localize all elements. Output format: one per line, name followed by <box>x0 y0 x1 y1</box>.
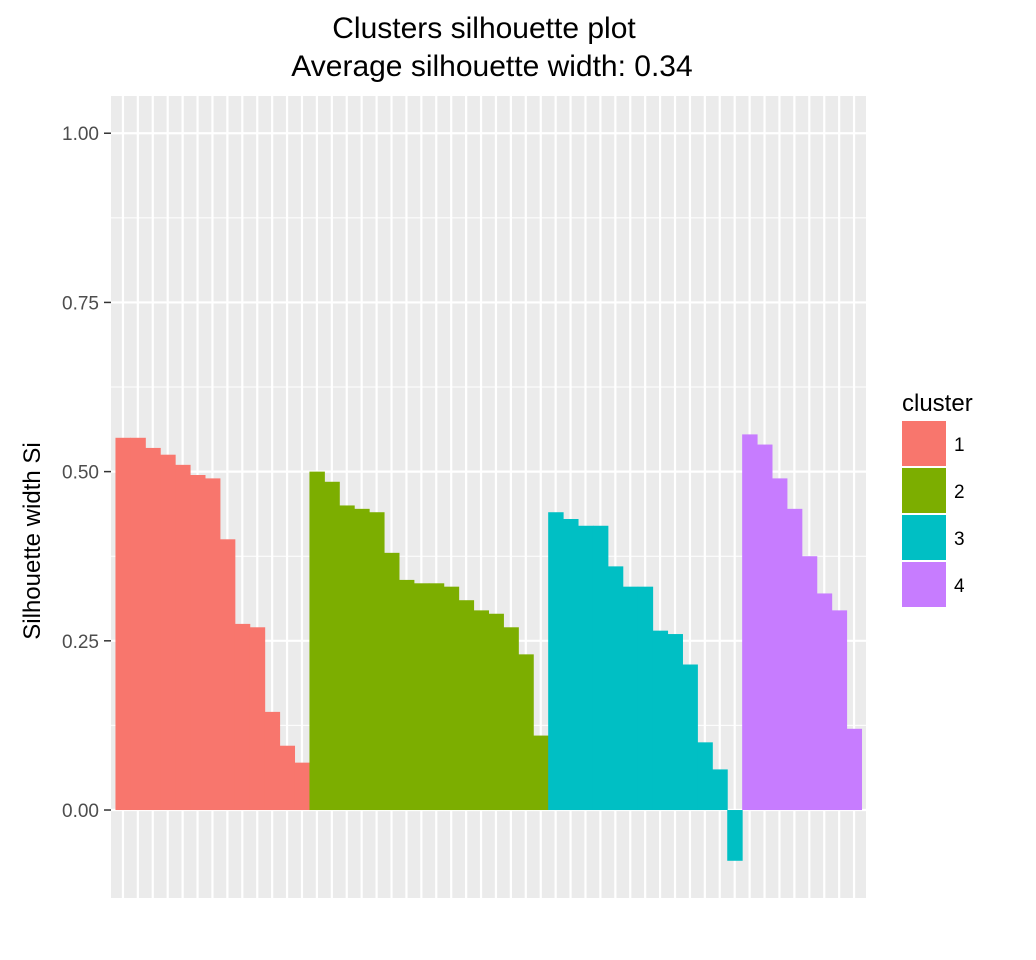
silhouette-bar <box>712 769 728 811</box>
y-axis-title: Silhouette width Si <box>19 442 46 639</box>
silhouette-bar <box>279 745 296 811</box>
silhouette-bar <box>742 434 758 811</box>
silhouette-bar <box>533 735 549 811</box>
y-tick-label: 0.50 <box>62 463 99 484</box>
y-tick-label: 0.75 <box>62 293 99 314</box>
silhouette-bar <box>145 447 161 811</box>
silhouette-bar <box>607 566 624 811</box>
silhouette-bar <box>503 627 519 811</box>
silhouette-bar <box>697 742 713 811</box>
silhouette-bar <box>294 762 310 811</box>
legend-label: 4 <box>954 576 965 597</box>
silhouette-bar <box>816 593 833 811</box>
legend-swatch <box>902 421 946 466</box>
legend-swatch <box>902 562 946 607</box>
y-tick-label: 0.25 <box>62 632 99 653</box>
chart-title: Clusters silhouette plot <box>332 12 636 45</box>
legend: cluster 1 2 3 4 <box>902 390 973 607</box>
y-tick-label: 0.00 <box>62 801 99 822</box>
silhouette-bar <box>324 481 340 811</box>
silhouette-bar <box>563 518 579 811</box>
chart-subtitle: Average silhouette width: 0.34 <box>291 50 692 83</box>
silhouette-bar <box>786 508 803 811</box>
silhouette-bar <box>548 512 564 811</box>
silhouette-bar <box>160 454 176 811</box>
silhouette-bar <box>831 610 848 811</box>
silhouette-bar <box>219 539 236 811</box>
legend-swatch <box>902 468 946 513</box>
silhouette-bar <box>488 613 504 811</box>
silhouette-bar <box>354 508 370 811</box>
silhouette-bar <box>249 627 266 811</box>
silhouette-bar <box>264 711 281 811</box>
silhouette-bar <box>309 471 325 811</box>
legend-label: 3 <box>954 529 965 550</box>
silhouette-bar <box>637 586 654 811</box>
silhouette-bar <box>428 583 445 811</box>
silhouette-bar <box>622 586 639 811</box>
y-tick-label: 1.00 <box>62 124 99 145</box>
silhouette-bar <box>458 600 475 811</box>
legend-swatch <box>902 515 946 560</box>
silhouette-bar <box>578 525 594 811</box>
silhouette-bar <box>757 444 773 811</box>
silhouette-bar <box>130 437 146 811</box>
silhouette-bar <box>682 664 698 811</box>
silhouette-bar <box>205 478 221 811</box>
silhouette-bar <box>592 525 609 811</box>
silhouette-bar <box>518 654 534 811</box>
silhouette-bar <box>190 475 206 811</box>
silhouette-bar <box>413 583 430 811</box>
silhouette-bar <box>384 552 400 811</box>
silhouette-bar <box>771 478 788 811</box>
silhouette-bar <box>727 810 743 861</box>
legend-label: 1 <box>954 435 965 456</box>
silhouette-bar <box>443 586 460 811</box>
silhouette-bar <box>398 579 415 811</box>
silhouette-bar <box>801 556 818 811</box>
silhouette-bar <box>369 512 385 811</box>
legend-label: 2 <box>954 482 965 503</box>
silhouette-bar <box>652 630 669 811</box>
silhouette-bar <box>473 610 489 811</box>
bars <box>115 434 863 861</box>
legend-title: cluster <box>902 390 973 417</box>
silhouette-bar <box>115 437 131 811</box>
silhouette-bar <box>339 505 355 811</box>
silhouette-bar <box>667 634 683 811</box>
silhouette-bar <box>846 728 863 811</box>
silhouette-bar <box>234 623 251 811</box>
y-axis: 0.00 0.25 0.50 0.75 1.00 <box>62 124 111 822</box>
silhouette-bar <box>175 464 191 811</box>
